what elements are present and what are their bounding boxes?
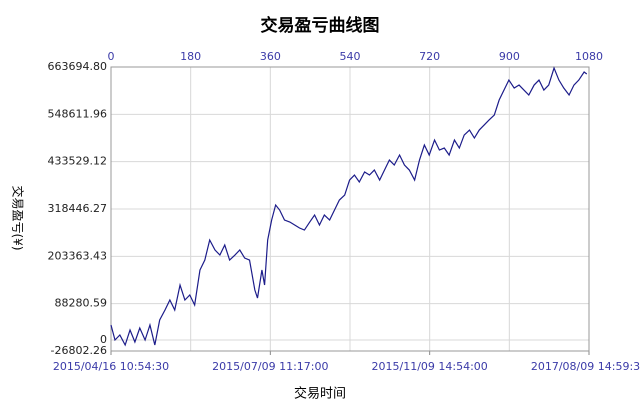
y-tick-label: 318446.27 — [48, 202, 108, 215]
bottom-x-tick-label: 2015/07/09 11:17:00 — [212, 360, 328, 373]
x-axis-label: 交易时间 — [294, 386, 346, 402]
top-x-tick-label: 540 — [340, 50, 361, 63]
bottom-x-tick-label: 2015/11/09 14:54:00 — [372, 360, 488, 373]
y-tick-label: 433529.12 — [48, 155, 108, 168]
y-tick-label: -26802.26 — [51, 344, 107, 357]
y-tick-label: 203363.43 — [48, 249, 108, 262]
chart-title: 交易盈亏曲线图 — [261, 15, 380, 36]
data-line — [110, 66, 588, 347]
top-x-tick-label: 0 — [108, 50, 115, 63]
top-x-tick-label: 360 — [260, 50, 281, 63]
bottom-x-tick-label: 2017/08/09 14:59:30 — [531, 360, 640, 373]
y-tick-label: 88280.59 — [55, 297, 108, 310]
top-x-tick-label: 900 — [499, 50, 520, 63]
top-x-tick-label: 180 — [180, 50, 201, 63]
y-tick-label: 548611.96 — [48, 107, 108, 120]
y-tick-label: 663694.80 — [48, 60, 108, 73]
top-x-tick-label: 1080 — [575, 50, 603, 63]
y-tick-label: 0 — [100, 333, 107, 346]
top-x-tick-label: 720 — [419, 50, 440, 63]
plot-frame — [110, 66, 590, 352]
bottom-x-tick-label: 2015/04/16 10:54:30 — [53, 360, 169, 373]
y-axis-label: 交易盈亏(¥) — [11, 186, 26, 251]
